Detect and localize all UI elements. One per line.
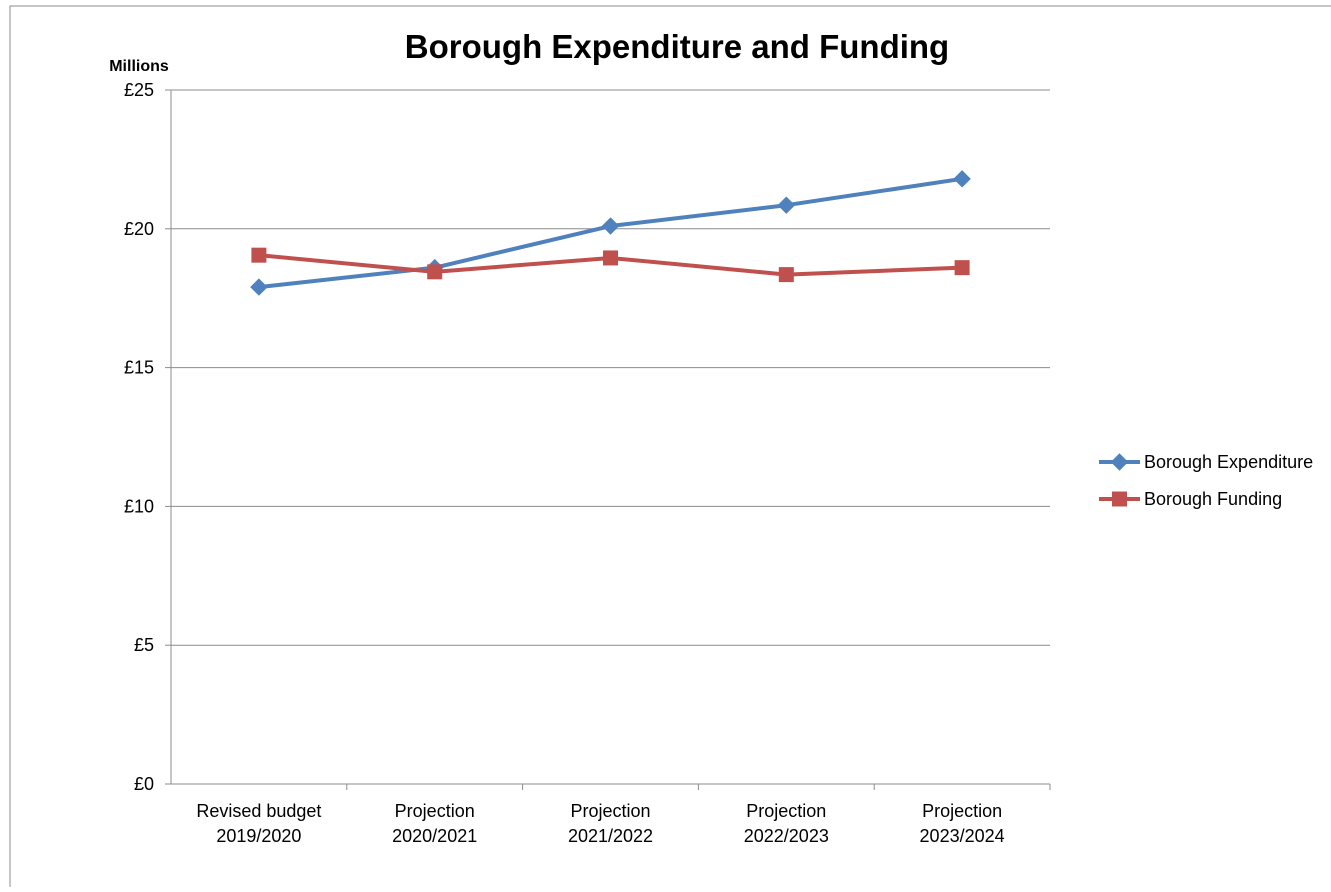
y-tick-labels: £0 £5 £10 £15 £20 £25 <box>124 80 154 794</box>
data-point <box>427 264 443 280</box>
data-point <box>601 217 620 235</box>
data-point <box>603 250 618 266</box>
chart-frame <box>9 5 1331 892</box>
x-tick-label: Projection 2020/2021 <box>392 801 477 846</box>
y-axis-label: Millions <box>109 58 169 75</box>
legend-marker <box>1112 491 1127 507</box>
y-tick-label: £5 <box>134 635 154 655</box>
series-lines <box>250 170 971 296</box>
legend-label: Borough Funding <box>1144 489 1282 509</box>
y-tick-label: £15 <box>124 358 154 378</box>
data-point <box>777 196 796 214</box>
data-point <box>250 278 268 296</box>
data-point <box>778 267 794 283</box>
x-tick-label: Projection 2023/2024 <box>920 801 1005 846</box>
y-tick-label: £25 <box>124 80 154 100</box>
chart-title: Borough Expenditure and Funding <box>405 28 949 65</box>
legend-marker <box>1110 453 1129 471</box>
legend: Borough Expenditure Borough Funding <box>1099 452 1313 509</box>
legend-label: Borough Expenditure <box>1144 452 1313 472</box>
x-tick-labels: Revised budget 2019/2020 Projection 2020/20… <box>196 784 1051 846</box>
x-tick-label: Revised budget 2019/2020 <box>196 801 321 846</box>
y-tick-label: £20 <box>124 219 154 239</box>
data-point <box>954 260 970 276</box>
y-tick-label: £0 <box>134 774 154 794</box>
data-point <box>251 247 267 263</box>
y-tick-label: £10 <box>124 496 154 516</box>
x-tick-label: Projection 2021/2022 <box>568 801 653 846</box>
data-point <box>953 170 971 188</box>
x-tick-label: Projection 2022/2023 <box>744 801 829 846</box>
